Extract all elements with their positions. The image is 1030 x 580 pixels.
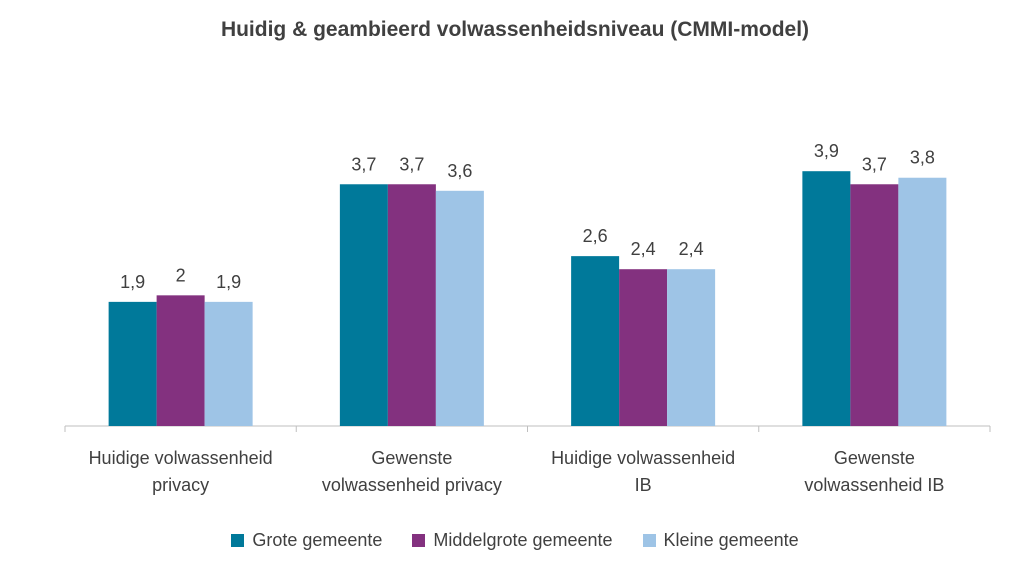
chart-title: Huidig & geambieerd volwassenheidsniveau…: [220, 18, 810, 41]
category-label: Gewenste: [371, 448, 452, 468]
bar: [435, 190, 484, 426]
legend-swatch-kleine: [642, 534, 656, 547]
bar-chart: 1,9 2 1,9 Huidige volwassenheid privacy 3,7 3,…: [64, 141, 991, 495]
bar: [204, 301, 253, 426]
data-label: 3,8: [910, 148, 935, 168]
bar: [156, 295, 205, 426]
data-label: 3,7: [351, 154, 376, 174]
data-label: 3,6: [447, 161, 472, 181]
data-label: 1,9: [216, 272, 241, 292]
category-label: Huidige volwassenheid: [551, 448, 735, 468]
bar: [619, 269, 668, 426]
legend-label-middelgrote: Middelgrote gemeente: [433, 530, 613, 550]
data-label: 2,4: [679, 239, 704, 259]
data-label: 3,9: [814, 141, 839, 161]
bar: [339, 184, 388, 426]
bar: [802, 171, 851, 426]
category-label: volwassenheid IB: [804, 475, 944, 495]
bar: [898, 177, 947, 426]
data-label: 2,4: [631, 239, 656, 259]
bar: [108, 301, 157, 426]
legend-swatch-grote: [231, 534, 245, 547]
legend-item-grote: Grote gemeente: [231, 530, 382, 551]
data-label: 2,6: [583, 226, 608, 246]
bar: [667, 269, 716, 426]
data-label: 3,7: [399, 154, 424, 174]
category-label: privacy: [152, 475, 209, 495]
bar: [387, 184, 436, 426]
category-label: Gewenste: [834, 448, 915, 468]
legend-swatch-middelgrote: [412, 534, 426, 547]
category-label: Huidige volwassenheid: [89, 448, 273, 468]
bar: [571, 256, 620, 426]
legend-label-grote: Grote gemeente: [252, 530, 383, 550]
bar: [850, 184, 899, 426]
data-label: 1,9: [120, 272, 145, 292]
category-label: IB: [635, 475, 652, 495]
data-label: 3,7: [862, 154, 887, 174]
category-label: volwassenheid privacy: [322, 475, 502, 495]
legend-item-middelgrote: Middelgrote gemeente: [412, 530, 613, 551]
data-label: 2: [176, 265, 186, 285]
legend-item-kleine: Kleine gemeente: [642, 530, 799, 551]
legend-label-kleine: Kleine gemeente: [663, 530, 799, 550]
legend: Grote gemeente Middelgrote gemeente Klei…: [0, 530, 1030, 551]
